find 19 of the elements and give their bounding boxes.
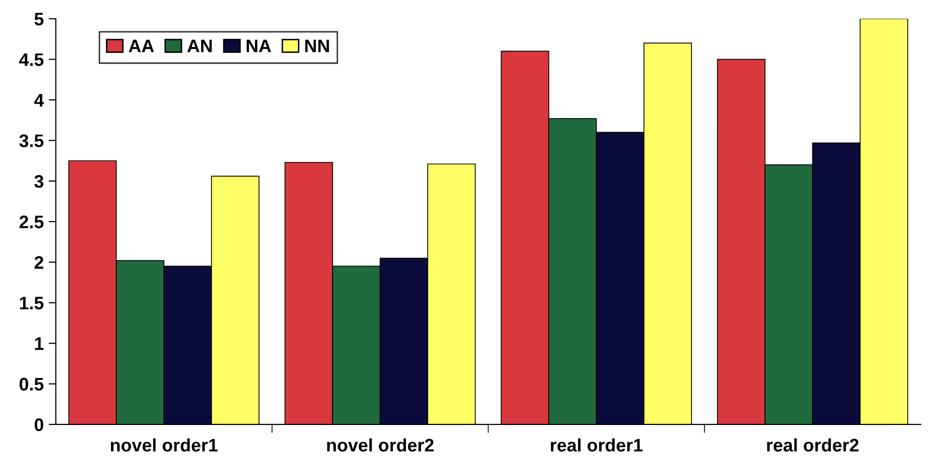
y-tick-label: 4 [34,94,44,106]
legend-label: AA [128,40,154,52]
x-tick-label: novel order1 [110,438,218,452]
y-tick-label: 2 [34,256,44,269]
legend-label: AN [187,40,212,52]
y-tick-label: 1 [35,337,44,350]
x-tick-label: novel order2 [327,438,434,452]
y-tick-label: 1.5 [20,296,44,310]
y-tick-label: 3.5 [19,134,44,148]
y-tick-label: 3 [34,174,44,188]
x-tick-label: real order2 [767,438,859,452]
y-tick-label: 5 [34,12,44,26]
y-tick-label: 0.5 [20,378,44,391]
y-tick-label: 4.5 [19,53,44,66]
legend-label: NA [246,40,272,52]
x-tick-label: real order1 [550,438,643,452]
legend-label: NN [305,40,329,52]
y-tick-label: 0 [34,418,44,432]
y-tick-label: 2.5 [20,216,44,228]
